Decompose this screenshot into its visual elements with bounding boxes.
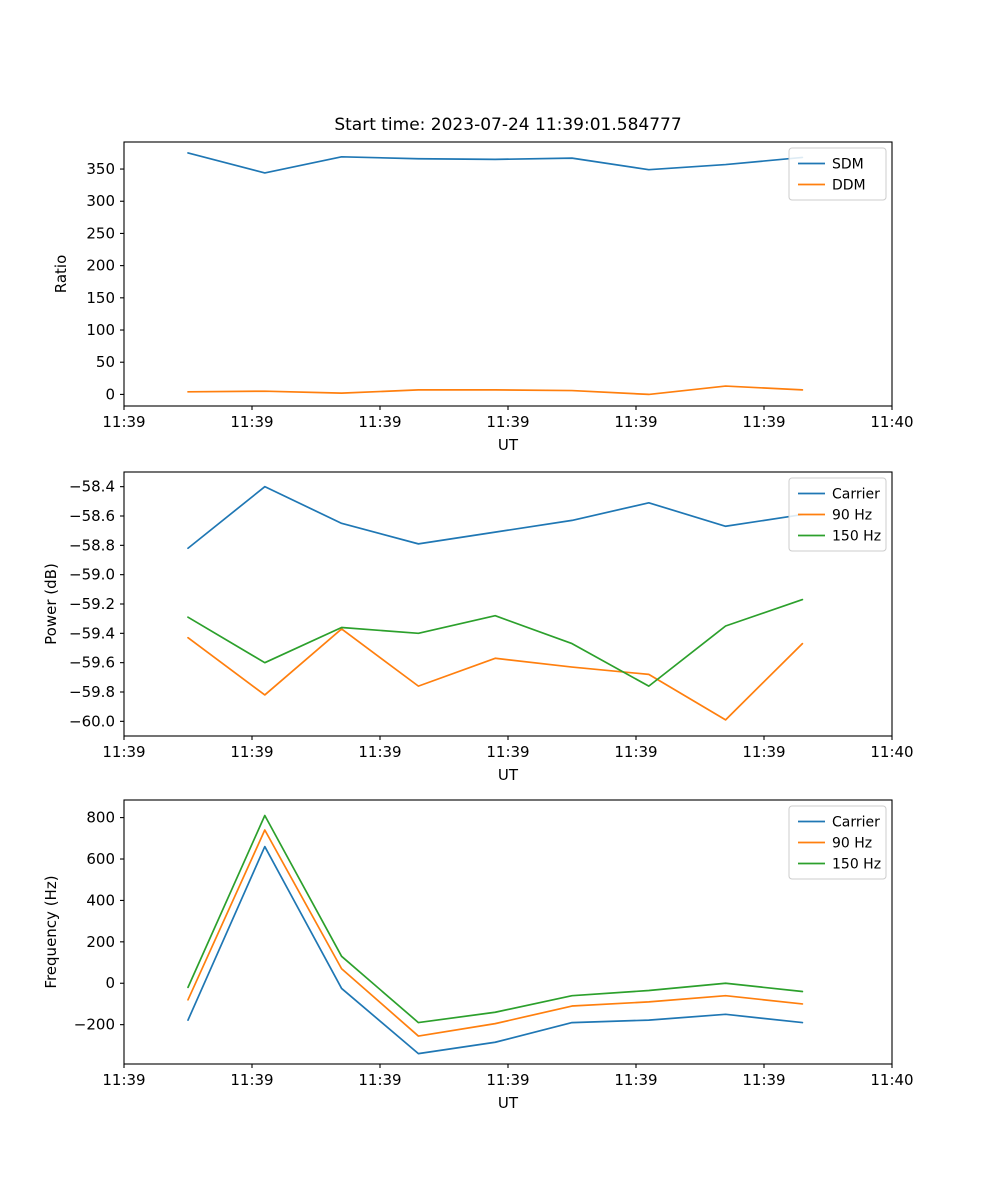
- x-tick-label: 11:39: [742, 1071, 785, 1089]
- legend-label-150-hz: 150 Hz: [832, 529, 881, 545]
- chart-panel-frequency-panel: 11:39 11:39 11:39 11:39 11:39 11:39 11:40 UT −20…: [42, 799, 914, 1112]
- legend-background: [788, 147, 887, 201]
- y-tick-label: 200: [86, 933, 115, 951]
- y-tick-label: −58.8: [69, 536, 115, 554]
- x-tick-label: 11:39: [486, 413, 529, 431]
- series-group: [187, 814, 804, 1055]
- y-tick-label: 600: [86, 850, 115, 868]
- x-tick-label: 11:39: [102, 1071, 145, 1089]
- x-tick-label: 11:40: [870, 413, 913, 431]
- series-group: [187, 485, 804, 721]
- y-axis: −200 0 200 400 600 800 Frequency (Hz): [42, 809, 124, 1034]
- x-tick-label: 11:39: [230, 413, 273, 431]
- y-tick-label: 100: [86, 321, 115, 339]
- y-tick-label: 800: [86, 809, 115, 827]
- y-tick-label: 300: [86, 192, 115, 210]
- y-tick-label: 400: [86, 891, 115, 909]
- x-tick-label: 11:39: [102, 413, 145, 431]
- y-tick-label: −60.0: [69, 712, 115, 730]
- y-tick-label: −59.0: [69, 566, 115, 584]
- chart-panel-power-panel: 11:39 11:39 11:39 11:39 11:39 11:39 11:40 UT −58…: [42, 471, 914, 784]
- x-tick-label: 11:40: [870, 1071, 913, 1089]
- x-axis: 11:39 11:39 11:39 11:39 11:39 11:39 11:40 UT: [102, 1064, 914, 1112]
- x-tick-label: 11:39: [358, 743, 401, 761]
- y-tick-label: −59.8: [69, 683, 115, 701]
- y-tick-label: 150: [86, 289, 115, 307]
- y-axis-label: Frequency (Hz): [42, 875, 60, 988]
- y-tick-label: 250: [86, 224, 115, 242]
- x-axis: 11:39 11:39 11:39 11:39 11:39 11:39 11:40 UT: [102, 736, 914, 784]
- x-tick-label: 11:40: [870, 743, 913, 761]
- x-axis-label: UT: [498, 436, 519, 454]
- legend-label-150-hz: 150 Hz: [832, 857, 881, 873]
- series-line-carrier: [187, 485, 804, 550]
- y-tick-label: −59.4: [69, 624, 115, 642]
- series-line-90-hz: [187, 628, 804, 721]
- y-tick-label: 0: [105, 974, 115, 992]
- legend-label-ddm: DDM: [832, 178, 866, 194]
- legend-label-90-hz: 90 Hz: [832, 508, 872, 524]
- x-tick-label: 11:39: [358, 413, 401, 431]
- series-line-sdm: [187, 152, 804, 174]
- x-tick-label: 11:39: [614, 743, 657, 761]
- x-tick-label: 11:39: [230, 743, 273, 761]
- legend: Carrier 90 Hz 150 Hz: [788, 805, 887, 880]
- y-axis-label: Ratio: [52, 255, 70, 294]
- legend-label-carrier: Carrier: [832, 815, 880, 831]
- chart-title: Start time: 2023-07-24 11:39:01.584777: [334, 115, 681, 135]
- y-tick-label: −59.6: [69, 654, 115, 672]
- series-line-150-hz: [187, 598, 804, 687]
- legend-label-90-hz: 90 Hz: [832, 836, 872, 852]
- y-tick-label: 200: [86, 257, 115, 275]
- y-tick-label: 350: [86, 160, 115, 178]
- legend-background: [788, 805, 887, 880]
- y-tick-label: −58.6: [69, 507, 115, 525]
- series-group: [187, 152, 804, 396]
- x-tick-label: 11:39: [614, 1071, 657, 1089]
- legend-label-sdm: SDM: [832, 157, 864, 173]
- x-axis-label: UT: [498, 1094, 519, 1112]
- series-line-150-hz: [187, 814, 804, 1024]
- series-line-ddm: [187, 385, 804, 396]
- x-tick-label: 11:39: [486, 1071, 529, 1089]
- x-tick-label: 11:39: [486, 743, 529, 761]
- x-tick-label: 11:39: [358, 1071, 401, 1089]
- y-tick-label: −59.2: [69, 595, 115, 613]
- y-tick-label: −200: [74, 1016, 115, 1034]
- legend-label-carrier: Carrier: [832, 487, 880, 503]
- chart-panel-ratio-panel: 11:39 11:39 11:39 11:39 11:39 11:39 11:40 UT 0 50…: [52, 115, 914, 454]
- y-tick-label: −58.4: [69, 478, 115, 496]
- x-tick-label: 11:39: [742, 743, 785, 761]
- legend-background: [788, 477, 887, 552]
- x-tick-label: 11:39: [742, 413, 785, 431]
- x-tick-label: 11:39: [614, 413, 657, 431]
- x-axis-label: UT: [498, 766, 519, 784]
- y-axis-label: Power (dB): [42, 563, 60, 645]
- legend: SDM DDM: [788, 147, 887, 201]
- y-axis: 0 50 100 150 200 250 300 350 Ratio: [52, 160, 124, 403]
- y-tick-label: 50: [96, 353, 115, 371]
- x-axis: 11:39 11:39 11:39 11:39 11:39 11:39 11:40 UT: [102, 406, 914, 454]
- legend: Carrier 90 Hz 150 Hz: [788, 477, 887, 552]
- y-axis: −58.4 −58.6 −58.8 −59.0 −59.2 −59.4 −59.6 −59.8…: [42, 478, 124, 730]
- series-line-carrier: [187, 845, 804, 1055]
- y-tick-label: 0: [105, 385, 115, 403]
- series-line-90-hz: [187, 829, 804, 1037]
- x-tick-label: 11:39: [230, 1071, 273, 1089]
- x-tick-label: 11:39: [102, 743, 145, 761]
